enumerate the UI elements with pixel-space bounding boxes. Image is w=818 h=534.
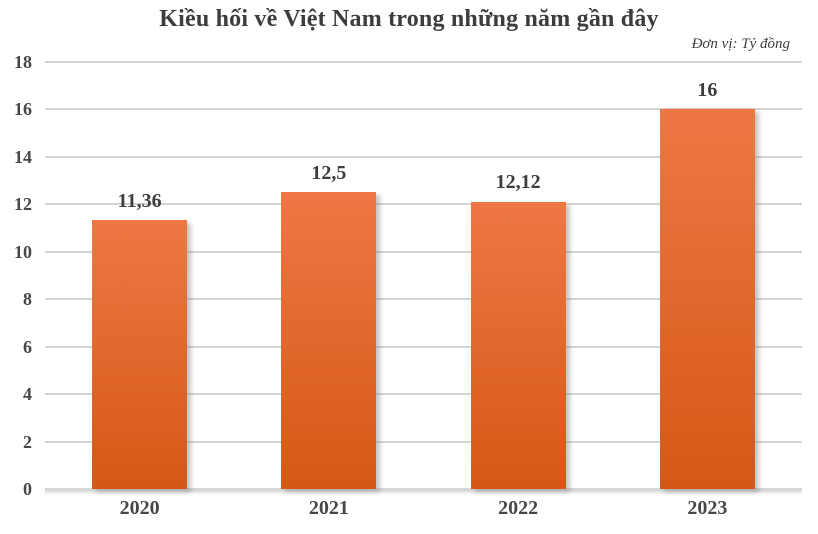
bar-2022 <box>470 201 566 489</box>
y-axis: 0 2 4 6 8 10 12 14 16 18 <box>0 52 36 499</box>
gridline <box>45 61 802 63</box>
gridline <box>45 250 802 253</box>
gridline <box>45 298 802 301</box>
y-tick-label: 6 <box>23 336 32 357</box>
bar-value-label: 12,12 <box>495 171 541 194</box>
bar-2020 <box>92 219 188 489</box>
x-tick-label-2021: 2021 <box>308 497 349 519</box>
plot-area: 11,36 12,5 12,12 16 <box>45 61 802 491</box>
y-tick-label: 16 <box>14 99 32 120</box>
gridline <box>45 155 802 158</box>
x-tick-label-2020: 2020 <box>119 497 160 519</box>
gridline <box>45 440 802 443</box>
x-tick-label-2022: 2022 <box>498 497 539 519</box>
y-tick-label: 14 <box>14 146 32 167</box>
bar-2023 <box>659 109 755 489</box>
chart-title: Kiều hối về Việt Nam trong những năm gần… <box>159 6 659 32</box>
x-axis-baseline <box>45 488 802 491</box>
y-tick-label: 4 <box>23 384 32 405</box>
y-tick-label: 10 <box>14 241 32 262</box>
gridline <box>45 393 802 396</box>
gridline <box>45 345 802 348</box>
y-tick-label: 2 <box>23 431 32 452</box>
bar-value-label: 11,36 <box>117 189 162 212</box>
gridline <box>45 108 802 111</box>
bar-2021 <box>281 192 377 489</box>
y-tick-label: 0 <box>23 479 32 499</box>
bar-value-label: 16 <box>697 79 718 102</box>
y-tick-label: 18 <box>14 52 32 72</box>
bar-value-label: 12,5 <box>311 162 347 185</box>
gridline <box>45 203 802 206</box>
y-tick-label: 12 <box>14 194 32 215</box>
x-axis: 2020 2021 2022 2023 <box>45 497 802 527</box>
x-tick-label-2023: 2023 <box>687 497 728 519</box>
unit-note: Đơn vị: Tỷ đồng <box>691 36 790 52</box>
y-tick-label: 8 <box>23 289 32 310</box>
